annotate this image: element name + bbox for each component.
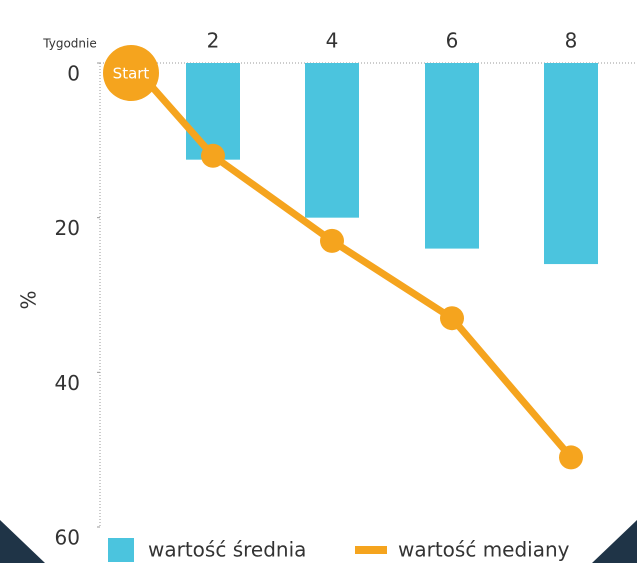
bar (186, 63, 240, 160)
median-point (201, 143, 225, 168)
corner-decor (592, 520, 637, 563)
x-axis-label: Tygodnie (42, 37, 96, 51)
x-tick-label: 6 (446, 29, 459, 53)
bar (305, 63, 359, 218)
start-label: Start (113, 65, 150, 83)
y-tick-label: 40 (55, 371, 80, 395)
legend-label: wartość średnia (148, 538, 306, 562)
legend-label: wartość mediany (398, 538, 570, 562)
y-tick-label: 20 (55, 216, 80, 240)
median-point (440, 306, 464, 331)
x-tick-label: 8 (565, 29, 578, 53)
median-point (559, 445, 583, 470)
x-tick-label: 2 (207, 29, 220, 53)
median-point (320, 228, 344, 253)
bar (544, 63, 598, 265)
legend-swatch (355, 546, 387, 554)
y-axis-label: % (17, 290, 41, 309)
legend-swatch (108, 538, 134, 562)
x-tick-label: 4 (326, 29, 339, 53)
y-tick-label: 60 (55, 526, 80, 550)
start-marker (103, 45, 159, 101)
bar (425, 63, 479, 249)
corner-decor (0, 520, 45, 563)
y-tick-label: 0 (67, 62, 80, 86)
